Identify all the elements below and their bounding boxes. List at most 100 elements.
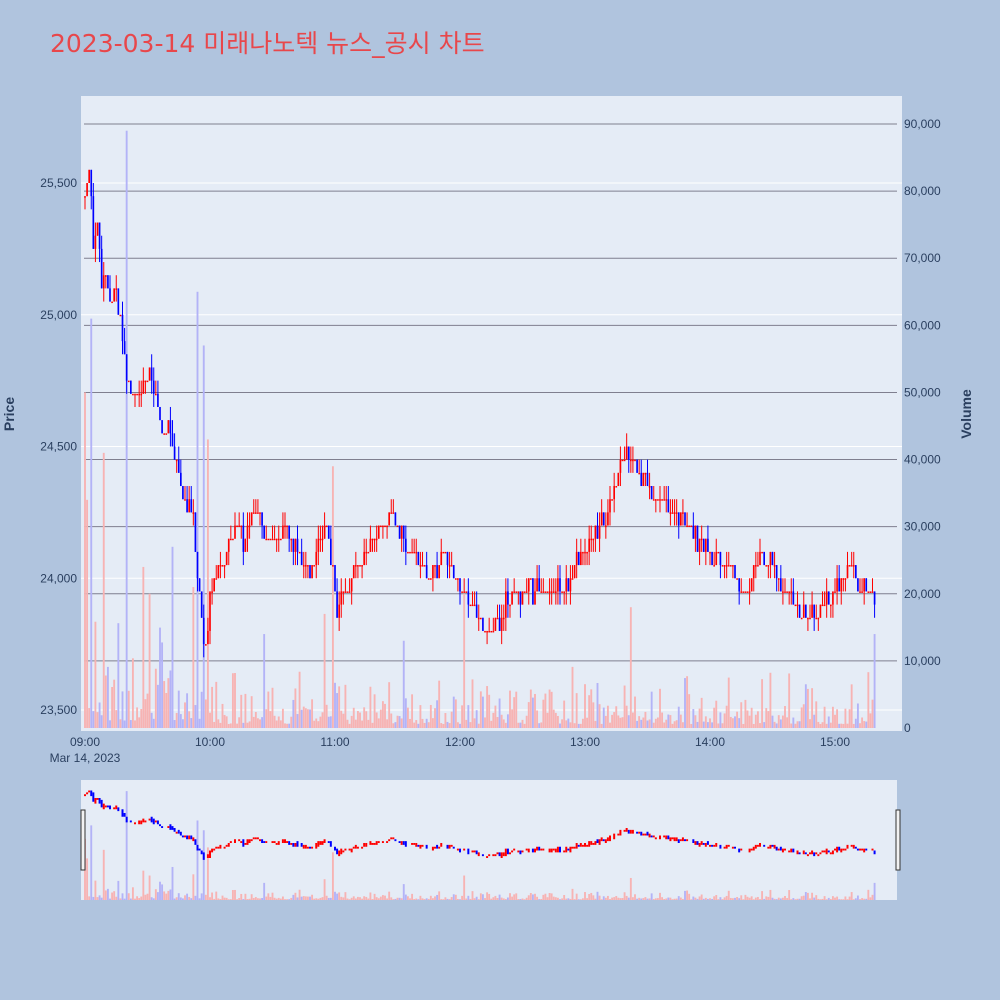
- range-slider[interactable]: [81, 780, 897, 900]
- mini-volume-bar: [484, 898, 486, 900]
- candle-body: [867, 591, 870, 593]
- candle-body: [440, 551, 443, 566]
- range-slider-candles: [84, 790, 876, 860]
- mini-volume-bar: [144, 894, 147, 900]
- mini-volume-bar: [223, 897, 226, 900]
- mini-volume-bar: [136, 896, 139, 900]
- mini-volume-bar: [667, 897, 670, 900]
- mini-volume-bar: [784, 895, 786, 900]
- volume-bar: [577, 723, 580, 728]
- volume-bar: [484, 717, 486, 728]
- candle-body: [773, 565, 776, 567]
- volume-bar: [311, 699, 314, 728]
- candle-body: [682, 512, 684, 514]
- mini-volume-bar: [863, 898, 866, 900]
- volume-bar: [459, 723, 461, 728]
- mini-volume-bar: [92, 896, 95, 900]
- volume-bar: [111, 687, 114, 728]
- volume-bar: [721, 723, 724, 728]
- mini-volume-bar: [381, 895, 384, 900]
- range-slider-right-handle[interactable]: [895, 809, 901, 871]
- candle-body: [90, 169, 93, 197]
- mini-volume-bar: [117, 880, 120, 900]
- volume-bar: [261, 717, 264, 728]
- volume-bar: [331, 466, 334, 728]
- volume-bar: [767, 711, 770, 728]
- candle-body: [488, 630, 490, 633]
- mini-volume-bar: [356, 896, 359, 900]
- mini-volume-bar: [102, 849, 105, 900]
- volume-bar: [277, 716, 280, 728]
- main-plot-area[interactable]: [81, 96, 902, 731]
- time-tick-label: 14:00: [695, 735, 725, 749]
- candle-body: [494, 617, 497, 631]
- volume-bar: [590, 689, 593, 728]
- candle-body: [317, 538, 320, 552]
- candle-body: [340, 591, 343, 605]
- mini-volume-bar: [813, 897, 816, 900]
- mini-volume-bar: [109, 898, 111, 900]
- candle-body: [394, 512, 397, 526]
- candle-body: [221, 565, 224, 567]
- volume-bar: [373, 694, 376, 728]
- mini-volume-bar: [761, 891, 764, 900]
- mini-volume-bar: [86, 858, 89, 900]
- candle-body: [355, 565, 357, 567]
- candle-body: [382, 525, 384, 528]
- candle-body: [569, 578, 572, 592]
- candle-body: [725, 565, 728, 567]
- mini-volume-bar: [711, 898, 714, 900]
- volume-bar: [244, 693, 247, 728]
- candle-body: [861, 591, 863, 593]
- candle-body: [455, 578, 457, 580]
- mini-volume-bar: [806, 892, 809, 900]
- candle-body: [788, 591, 790, 593]
- volume-bar: [677, 706, 680, 728]
- volume-bar: [688, 694, 691, 728]
- candle-body: [796, 604, 799, 607]
- mini-volume-bar: [367, 898, 370, 900]
- candle-body: [207, 630, 209, 645]
- volume-bar: [159, 627, 161, 728]
- volume-bar: [494, 705, 497, 728]
- candle-body: [288, 525, 290, 539]
- candle-body: [600, 512, 603, 526]
- candle-body: [86, 183, 88, 197]
- mini-volume-bar: [213, 898, 216, 900]
- volume-bar: [659, 688, 661, 728]
- volume-bar: [746, 710, 749, 728]
- candle-body: [230, 538, 232, 541]
- candle-body: [300, 551, 303, 566]
- mini-volume-bar: [556, 897, 559, 900]
- mini-volume-bar: [184, 895, 186, 900]
- mini-volume-bar: [811, 892, 814, 900]
- volume-bar: [436, 700, 439, 728]
- candle-body: [850, 565, 853, 567]
- range-slider-left-handle[interactable]: [80, 809, 86, 871]
- volume-bar: [361, 720, 364, 728]
- candle-body: [419, 565, 422, 567]
- candle-body: [715, 551, 718, 566]
- mini-volume-bar: [644, 897, 647, 900]
- candle-body: [582, 551, 584, 554]
- candle-body: [732, 565, 734, 567]
- mini-volume-bar: [369, 892, 372, 900]
- candle-body: [644, 472, 647, 475]
- candle-body: [157, 393, 159, 407]
- candle-body: [842, 578, 845, 580]
- volume-bar: [511, 709, 514, 728]
- volume-bar: [409, 718, 411, 728]
- volume-bar: [600, 723, 603, 728]
- candle-body: [794, 604, 797, 607]
- volume-bar: [840, 723, 843, 728]
- mini-volume-bar: [342, 897, 345, 900]
- mini-volume-bar: [715, 895, 718, 900]
- mini-volume-bar: [823, 896, 826, 900]
- mini-volume-bar: [361, 898, 364, 900]
- volume-bar: [638, 716, 641, 728]
- mini-volume-bar: [736, 897, 739, 900]
- volume-bar: [325, 704, 328, 728]
- candle-body: [380, 525, 382, 528]
- mini-volume-bar: [729, 897, 732, 900]
- candle-body: [107, 275, 109, 289]
